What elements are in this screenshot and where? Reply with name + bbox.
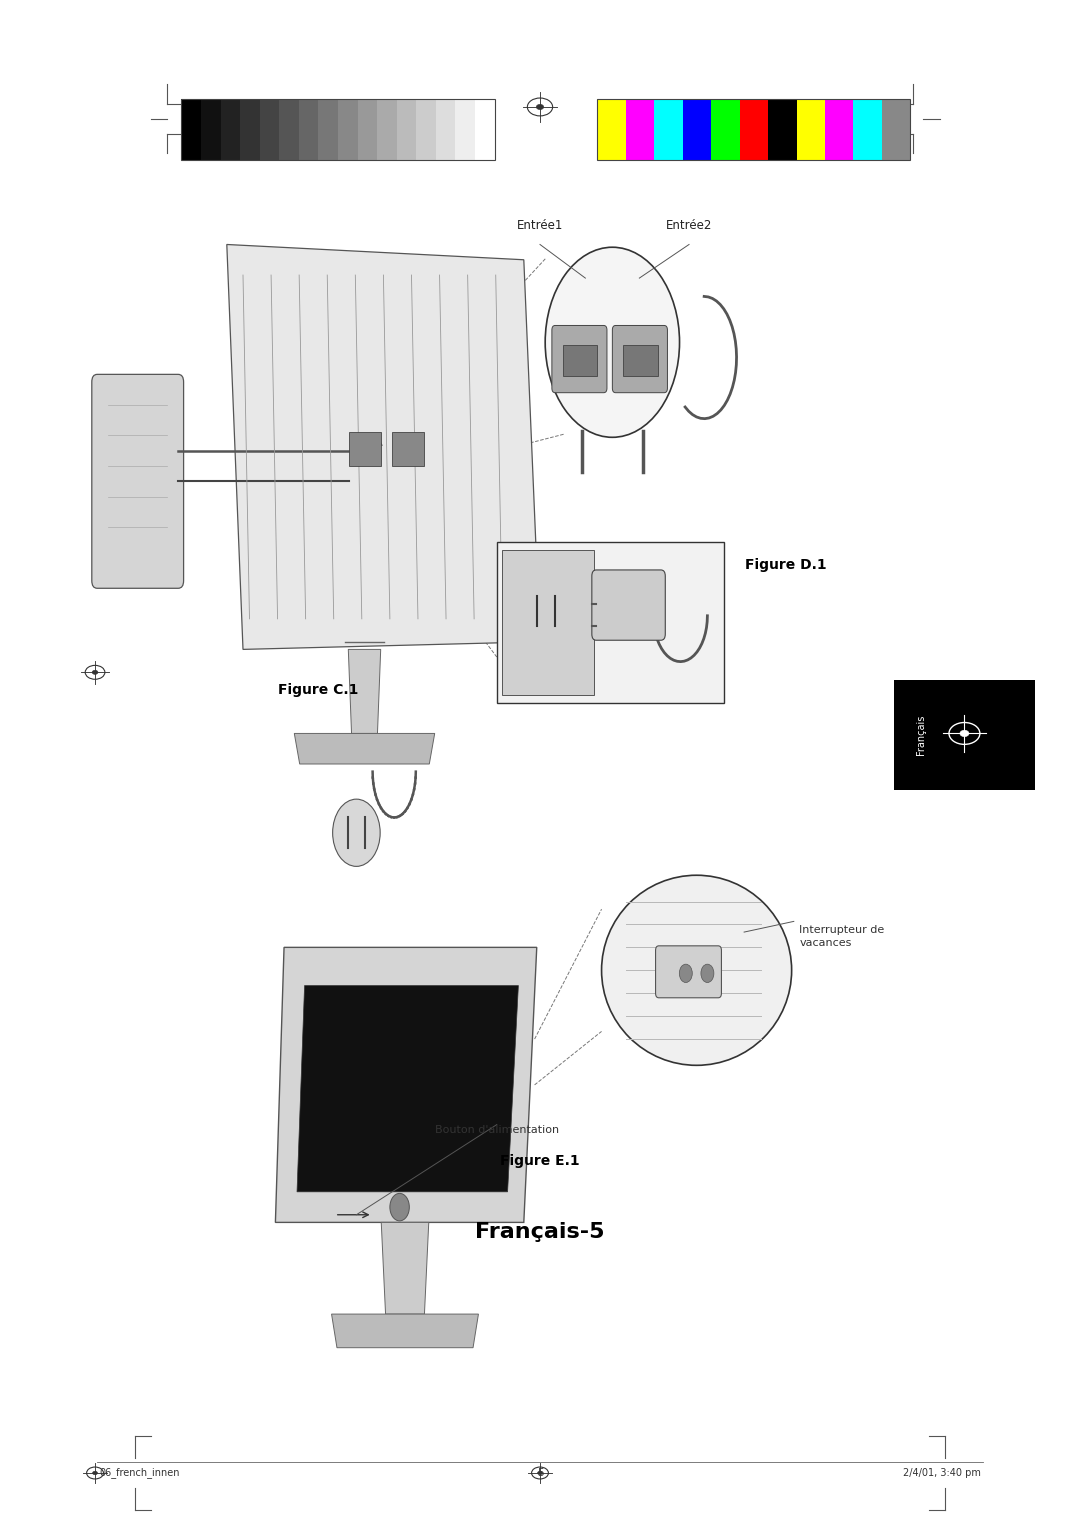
- Bar: [502, 550, 594, 695]
- Bar: [417, 99, 436, 160]
- Polygon shape: [297, 986, 518, 1192]
- Polygon shape: [332, 1314, 478, 1348]
- Text: 5: 5: [537, 1468, 543, 1478]
- Bar: [349, 432, 381, 466]
- Bar: [597, 99, 625, 160]
- Text: Entrée2: Entrée2: [666, 219, 712, 232]
- Bar: [338, 99, 357, 160]
- FancyBboxPatch shape: [656, 946, 721, 998]
- Text: Figure D.1: Figure D.1: [745, 558, 827, 573]
- Bar: [456, 99, 475, 160]
- Bar: [260, 99, 280, 160]
- Bar: [797, 99, 825, 160]
- Bar: [220, 99, 240, 160]
- Bar: [181, 99, 495, 160]
- Ellipse shape: [92, 671, 98, 674]
- Polygon shape: [381, 1222, 429, 1314]
- Bar: [181, 99, 201, 160]
- Bar: [768, 99, 797, 160]
- Bar: [280, 99, 299, 160]
- FancyBboxPatch shape: [552, 325, 607, 393]
- Polygon shape: [227, 244, 540, 649]
- Bar: [299, 99, 319, 160]
- Bar: [711, 99, 740, 160]
- Ellipse shape: [538, 1471, 542, 1475]
- Text: 06_french_innen: 06_french_innen: [99, 1467, 180, 1479]
- Text: Bouton d'alimentation: Bouton d'alimentation: [435, 1125, 558, 1135]
- Bar: [240, 99, 260, 160]
- FancyBboxPatch shape: [612, 325, 667, 393]
- Circle shape: [333, 799, 380, 866]
- Circle shape: [679, 964, 692, 983]
- Bar: [740, 99, 768, 160]
- Text: Français: Français: [916, 715, 927, 755]
- Bar: [825, 99, 853, 160]
- Polygon shape: [275, 947, 537, 1222]
- Circle shape: [545, 248, 679, 437]
- Bar: [654, 99, 683, 160]
- FancyBboxPatch shape: [592, 570, 665, 640]
- Text: Entrée1: Entrée1: [517, 219, 563, 232]
- FancyBboxPatch shape: [92, 374, 184, 588]
- Polygon shape: [294, 733, 435, 764]
- Circle shape: [390, 1193, 409, 1221]
- Bar: [882, 99, 910, 160]
- Bar: [377, 99, 396, 160]
- Bar: [436, 99, 456, 160]
- Text: Français-5: Français-5: [475, 1221, 605, 1242]
- Bar: [625, 99, 654, 160]
- Bar: [392, 432, 424, 466]
- Ellipse shape: [93, 1471, 97, 1475]
- Bar: [357, 99, 377, 160]
- Ellipse shape: [537, 104, 543, 110]
- Bar: [683, 99, 711, 160]
- Bar: [623, 345, 658, 376]
- Text: Interrupteur de
vacances: Interrupteur de vacances: [799, 924, 885, 949]
- Bar: [853, 99, 882, 160]
- Circle shape: [701, 964, 714, 983]
- Ellipse shape: [602, 876, 792, 1065]
- Bar: [597, 99, 910, 160]
- Text: Figure C.1: Figure C.1: [279, 683, 359, 697]
- Bar: [201, 99, 220, 160]
- Ellipse shape: [960, 730, 969, 736]
- Bar: [475, 99, 495, 160]
- Bar: [497, 542, 724, 703]
- Bar: [319, 99, 338, 160]
- Bar: [894, 680, 1035, 790]
- Text: Figure E.1: Figure E.1: [500, 1154, 580, 1167]
- Bar: [396, 99, 417, 160]
- Bar: [563, 345, 597, 376]
- Polygon shape: [348, 649, 381, 733]
- Text: 2/4/01, 3:40 pm: 2/4/01, 3:40 pm: [903, 1468, 981, 1478]
